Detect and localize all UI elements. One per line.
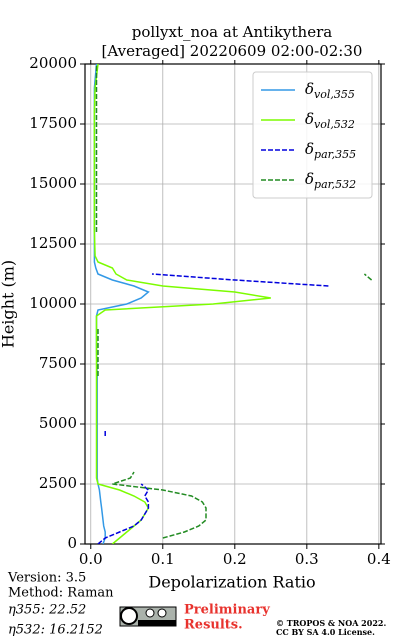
copyright: © TROPOS & NOA 2022. [276,618,386,628]
chart-title: pollyxt_noa at Antikythera [132,23,332,41]
cc-circle [120,607,138,625]
y-axis-label: Height (m) [0,260,18,348]
x-tick-label: 0.3 [295,550,319,568]
y-tick-label: 15000 [29,174,77,192]
method: Method: Raman [8,586,114,601]
cc-logo [119,606,177,627]
version: Version: 3.5 [7,571,86,586]
license: CC BY SA 4.0 License. [276,627,375,637]
y-tick-label: 12500 [29,234,77,252]
y-tick-label: 5000 [39,414,77,432]
y-tick-label: 2500 [39,474,77,492]
legend-label: δvol,355 [305,80,355,101]
eta532: η532: 16.2152 [8,623,103,638]
by-icon [145,608,155,618]
y-tick-label: 17500 [29,114,77,132]
legend-label: δpar,532 [305,170,356,191]
results: Results. [184,618,243,633]
x-tick-label: 0.2 [223,550,247,568]
preliminary: Preliminary [184,603,270,618]
x-tick-label: 0.0 [79,550,103,568]
plot-frame [84,63,382,545]
y-tick-label: 20000 [29,54,77,72]
y-tick-label: 0 [67,534,77,552]
cc-band [138,620,176,626]
legend-label: δpar,355 [305,140,356,161]
y-tick-label: 10000 [29,294,77,312]
x-axis-label: Depolarization Ratio [148,573,315,592]
x-tick-label: 0.1 [151,550,175,568]
eta355: η355: 22.52 [8,603,86,618]
x-tick-label: 0.4 [367,550,391,568]
y-tick-label: 7500 [39,354,77,372]
chart-subtitle: [Averaged] 20220609 02:00-02:30 [102,42,363,60]
series-line [97,273,329,544]
legend-box [252,71,373,199]
series-line [93,64,271,544]
sa-icon [157,608,167,618]
series-line [95,64,373,539]
legend-label: δvol,532 [305,110,355,131]
